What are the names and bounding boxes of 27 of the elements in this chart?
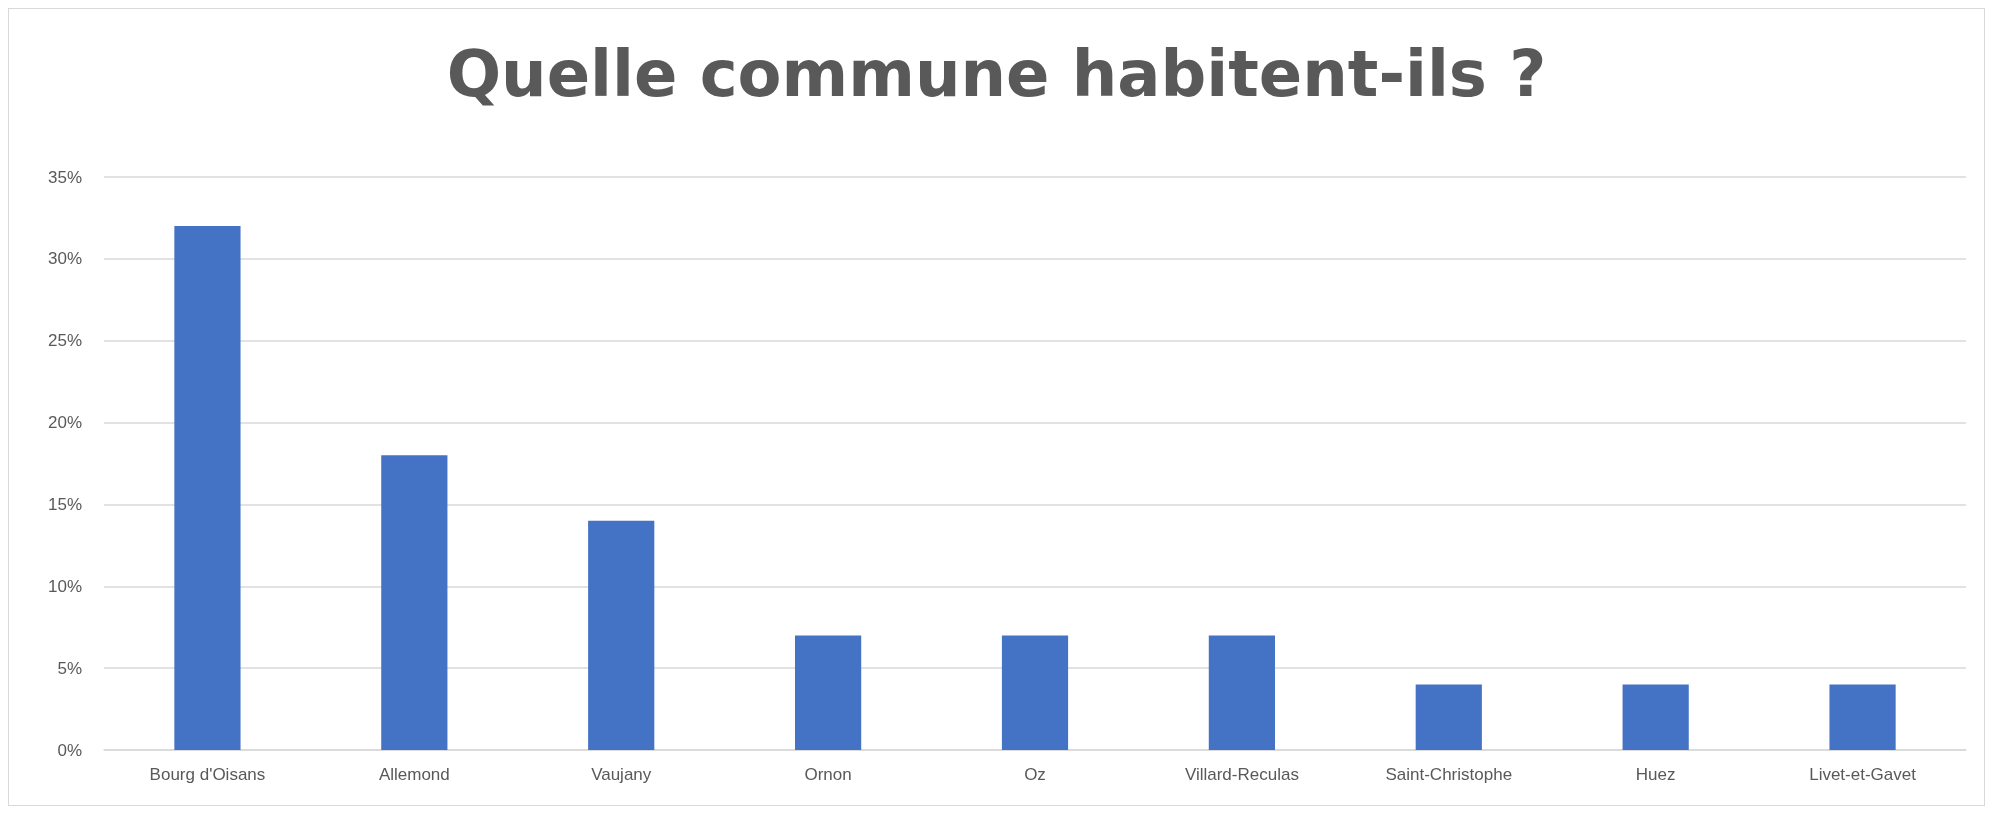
bar [1208, 635, 1275, 750]
x-tick-label: Saint-Christophe [1385, 765, 1513, 784]
y-tick-label: 0% [57, 740, 82, 760]
x-tick-label: Villard-Reculas [1184, 765, 1299, 784]
bar [1829, 684, 1896, 750]
y-tick-label: 25% [47, 331, 82, 351]
x-tick-label: Oz [1024, 765, 1046, 784]
bar [381, 455, 448, 750]
x-tick-label: Vaujany [591, 765, 652, 784]
y-tick-label: 15% [47, 494, 82, 514]
y-tick-label: 35% [47, 167, 82, 187]
x-tick-label: Bourg d'Oisans [149, 765, 266, 784]
chart-title: Quelle commune habitent-ils ? [446, 37, 1547, 111]
bar [588, 520, 655, 750]
y-tick-label: 10% [47, 576, 82, 596]
x-tick-label: Huez [1635, 765, 1676, 784]
bar [1001, 635, 1069, 750]
y-tick-label: 20% [47, 413, 82, 433]
y-tick-label: 30% [47, 249, 82, 269]
bar [795, 635, 862, 750]
x-tick-label: Allemond [378, 765, 450, 784]
x-tick-label: Ornon [804, 765, 852, 784]
bar [174, 226, 241, 750]
bar [1415, 684, 1482, 750]
bar [1622, 684, 1689, 750]
y-tick-label: 5% [57, 658, 82, 678]
x-tick-label: Livet-et-Gavet [1809, 765, 1917, 784]
